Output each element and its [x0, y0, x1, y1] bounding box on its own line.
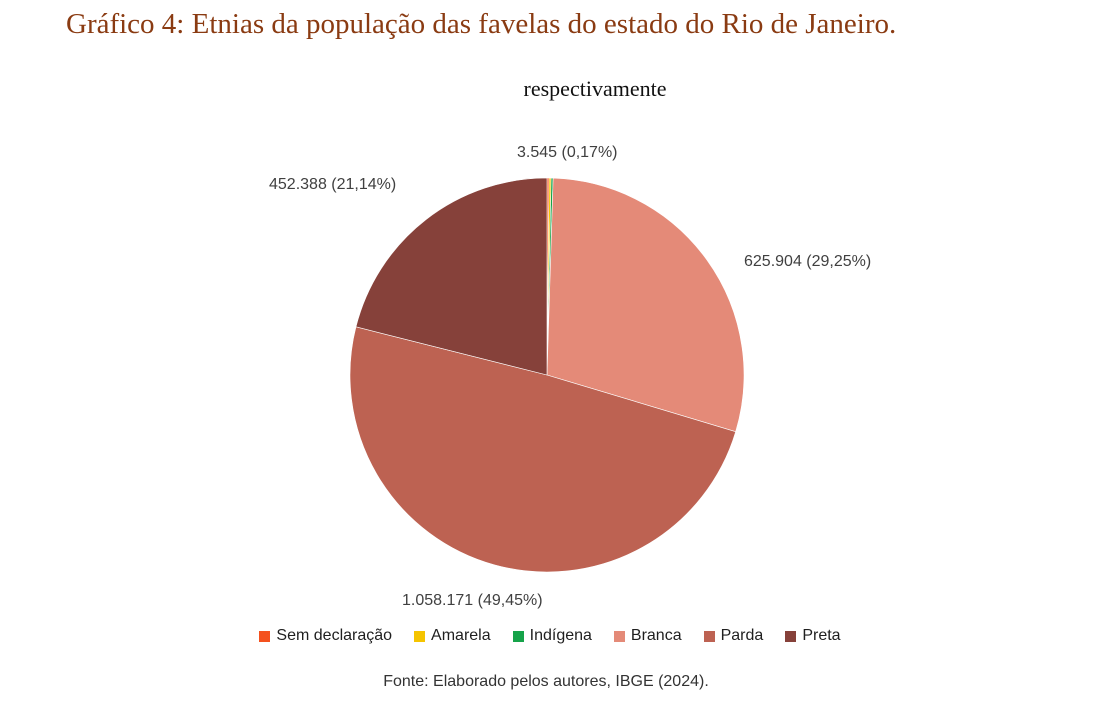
legend-swatch — [703, 630, 715, 642]
pie-slice-preta — [355, 177, 548, 376]
figure-title: Gráfico 4: Etnias da população das favel… — [66, 8, 897, 40]
legend-item-amarela: Amarela — [414, 627, 491, 645]
pie-slice-parda — [349, 326, 737, 573]
legend: Sem declaração Amarela Indígena Branca P… — [0, 627, 1100, 645]
data-label-branca: 625.904 (29,25%) — [744, 253, 872, 270]
legend-label: Sem declaração — [276, 627, 393, 644]
legend-item-preta: Preta — [785, 627, 841, 645]
legend-item-branca: Branca — [613, 627, 682, 645]
data-label-preta: 452.388 (21,14%) — [269, 176, 397, 193]
legend-swatch — [512, 630, 524, 642]
pie-slice-branca — [546, 177, 745, 433]
data-label-amarela: 3.545 (0,17%) — [517, 144, 618, 161]
chart-title: respectivamente — [523, 76, 667, 101]
legend-swatch — [414, 630, 426, 642]
legend-item-parda: Parda — [703, 627, 764, 645]
legend-swatch — [259, 630, 271, 642]
source-note: Fonte: Elaborado pelos autores, IBGE (20… — [383, 673, 709, 690]
legend-swatch — [785, 630, 797, 642]
legend-label: Preta — [802, 627, 841, 644]
legend-item-sem-declaracao: Sem declaração — [259, 627, 392, 645]
legend-label: Amarela — [431, 627, 491, 644]
legend-label: Parda — [720, 627, 764, 644]
data-label-parda: 1.058.171 (49,45%) — [402, 592, 543, 609]
legend-swatch — [613, 630, 625, 642]
legend-item-indigena: Indígena — [512, 627, 592, 645]
legend-label: Indígena — [529, 627, 592, 644]
legend-label: Branca — [630, 627, 682, 644]
